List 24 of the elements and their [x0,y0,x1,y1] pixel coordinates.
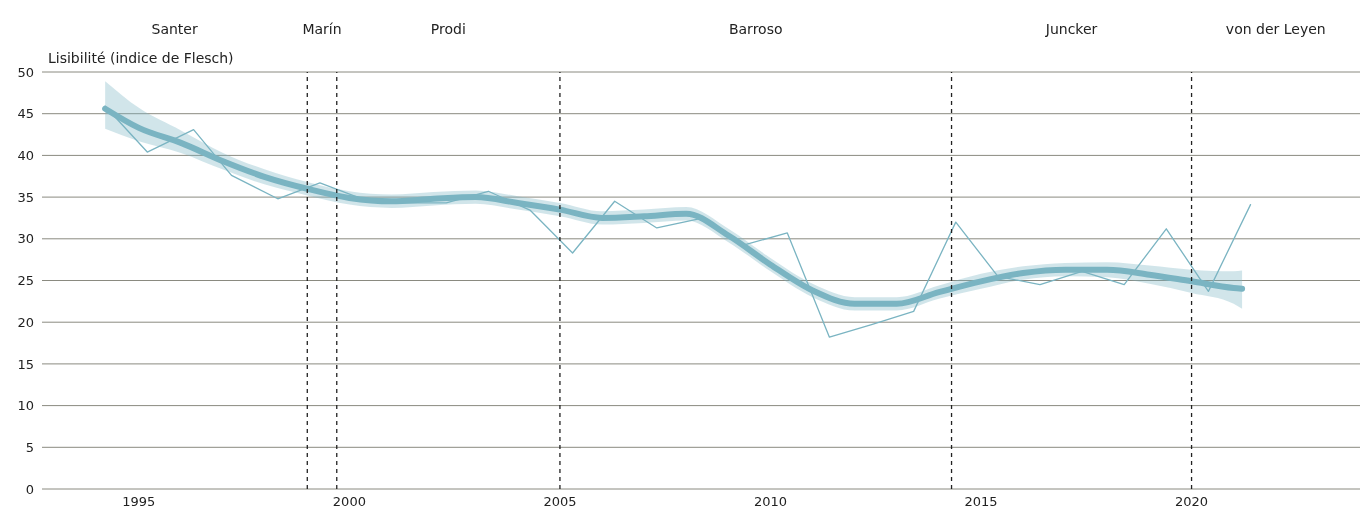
text: Juncker [1044,21,1098,37]
y-tick-label: 5 [25,439,34,455]
y-tick-label: 15 [17,356,34,372]
text: Marín [302,21,342,37]
y-tick-label: 45 [17,106,34,122]
text: Santer [151,21,198,37]
y-tick-label: 30 [17,231,34,247]
text: Barroso [728,21,783,37]
x-tick-label: 1995 [122,494,156,510]
y-tick-label: 20 [17,314,34,330]
x-tick-label: 2010 [753,494,788,510]
x-tick-label: 2020 [1175,494,1209,510]
y-axis-title: Lisibilité (indice de Flesch) [48,50,234,66]
x-tick-label: 2005 [543,494,577,510]
y-tick-label: 50 [17,64,34,80]
x-tick-label: 2000 [332,494,366,510]
y-tick-label: 40 [17,148,34,164]
y-tick-label: 0 [25,481,34,497]
text: Prodi [430,21,466,37]
y-tick-label: 35 [17,189,34,205]
y-tick-label: 25 [17,273,34,289]
y-tick-label: 10 [17,398,34,414]
text: von der Leyen [1225,21,1326,37]
x-tick-label: 2015 [964,494,998,510]
